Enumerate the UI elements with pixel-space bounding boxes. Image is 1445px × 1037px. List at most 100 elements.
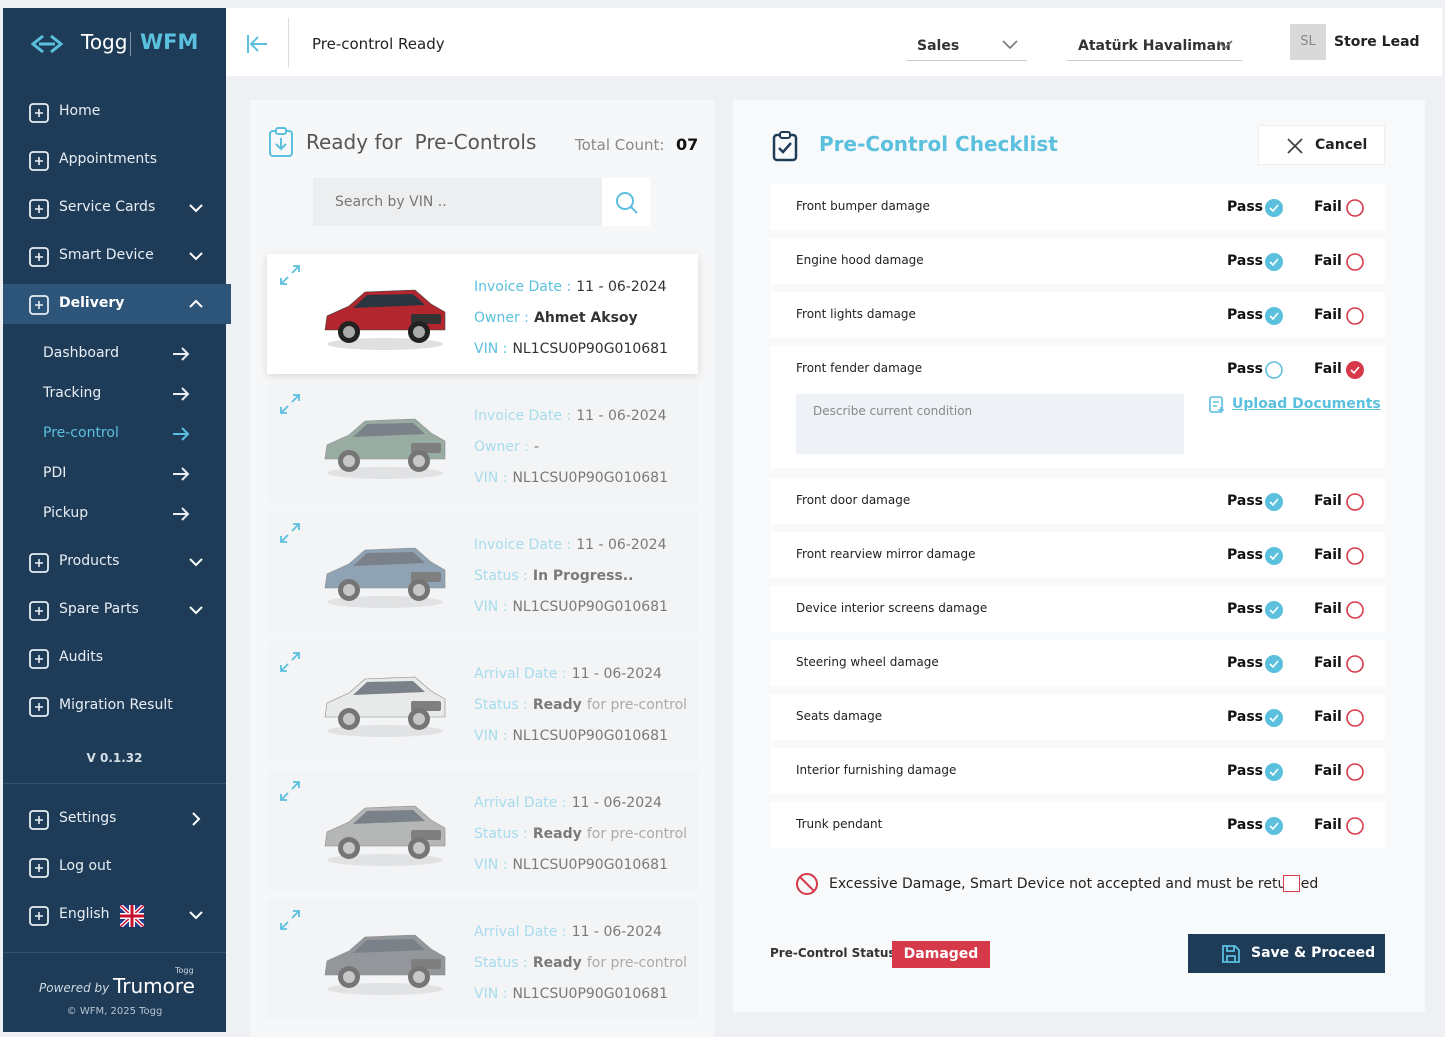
card-row: VIN : NL1CSU0P90G010681: [474, 854, 668, 873]
card-value: 11 - 06-2024: [576, 279, 667, 295]
excessive-checkbox[interactable]: [1283, 875, 1300, 892]
pass-radio[interactable]: [1264, 654, 1284, 674]
checklist-row: Front door damage Pass Fail: [770, 478, 1385, 524]
pass-radio[interactable]: [1264, 198, 1284, 218]
vehicle-card[interactable]: Arrival Date : 11 - 06-2024 Status : Read…: [267, 899, 698, 1019]
condition-input[interactable]: Describe current condition: [796, 394, 1184, 454]
fail-radio[interactable]: [1345, 198, 1365, 218]
card-label: Owner :: [474, 310, 529, 326]
card-label: VIN :: [474, 599, 508, 615]
card-value: Ready: [532, 826, 582, 842]
menu-label[interactable]: Settings: [59, 810, 117, 826]
search-button[interactable]: [602, 178, 650, 226]
card-value: NL1CSU0P90G010681: [512, 599, 668, 615]
item-label: Steering wheel damage: [796, 655, 939, 669]
item-label: Front lights damage: [796, 307, 916, 321]
card-row: Arrival Date : 11 - 06-2024: [474, 792, 662, 811]
pass-radio[interactable]: [1264, 816, 1284, 836]
menu-icon: [29, 103, 49, 123]
menu-label[interactable]: Service Cards: [59, 199, 156, 215]
save-button[interactable]: Save & Proceed: [1188, 934, 1385, 973]
menu-label[interactable]: Audits: [59, 649, 104, 665]
dropdown[interactable]: Atatürk Havalimanı: [1067, 28, 1242, 61]
fail-radio[interactable]: [1345, 360, 1365, 380]
item-label: Front rearview mirror damage: [796, 547, 976, 561]
pass-radio[interactable]: [1264, 600, 1284, 620]
menu-label[interactable]: Spare Parts: [59, 601, 139, 617]
dropdown[interactable]: Sales: [906, 28, 1027, 61]
fail-radio[interactable]: [1345, 654, 1365, 674]
menu-label[interactable]: English: [59, 906, 110, 922]
expand-icon: [280, 781, 300, 801]
card-label: Arrival Date :: [474, 666, 567, 682]
cancel-button[interactable]: Cancel: [1258, 125, 1385, 165]
menu-label[interactable]: Migration Result: [59, 697, 173, 713]
brand-product: WFM: [140, 30, 199, 54]
avatar: SL: [1290, 24, 1326, 60]
pass-radio[interactable]: [1264, 492, 1284, 512]
pass-radio[interactable]: [1264, 708, 1284, 728]
checklist-row: Front rearview mirror damage Pass Fail: [770, 532, 1385, 578]
card-row: Invoice Date : 11 - 06-2024: [474, 534, 667, 553]
card-value: NL1CSU0P90G010681: [512, 470, 668, 486]
menu-label[interactable]: Appointments: [59, 151, 158, 167]
fail-label: Fail: [1314, 655, 1342, 671]
vehicle-card[interactable]: Invoice Date : 11 - 06-2024 Owner : Ahmet…: [267, 254, 698, 374]
user-name[interactable]: Store Lead: [1334, 34, 1420, 50]
pass-radio[interactable]: [1264, 360, 1284, 380]
card-value: In Progress..: [532, 568, 634, 584]
chevron: [1002, 40, 1018, 50]
vehicle-card[interactable]: Invoice Date : 11 - 06-2024 Status : In P…: [267, 512, 698, 632]
checklist-row: Front fender damage Pass Fail Describe curr…: [770, 346, 1385, 468]
item-label: Front door damage: [796, 493, 911, 507]
menu-label[interactable]: Smart Device: [59, 247, 154, 263]
dropdown-label: Sales: [917, 38, 960, 54]
checklist-row: Interior furnishing damage Pass Fail: [770, 748, 1385, 794]
status-label: Pre-Control Status:: [770, 946, 901, 960]
card-row: Status : In Progress..: [474, 565, 633, 584]
fail-radio[interactable]: [1345, 708, 1365, 728]
upload-icon: [1209, 396, 1224, 413]
fail-radio[interactable]: [1345, 492, 1365, 512]
chevron: [189, 252, 203, 261]
menu-icon: [29, 697, 49, 717]
search-input[interactable]: Search by VIN ..: [313, 178, 603, 226]
fail-radio[interactable]: [1345, 546, 1365, 566]
pass-radio[interactable]: [1264, 546, 1284, 566]
page-title: Pre-control Ready: [312, 35, 445, 53]
submenu-label[interactable]: PDI: [43, 465, 67, 481]
count-label: Total Count:: [575, 136, 665, 154]
divider: [288, 18, 289, 68]
collapse-button[interactable]: [246, 34, 270, 54]
pass-radio[interactable]: [1264, 252, 1284, 272]
vehicle-card[interactable]: Invoice Date : 11 - 06-2024 Owner : - VIN …: [267, 383, 698, 503]
menu-label[interactable]: Home: [59, 103, 101, 119]
submenu-label[interactable]: Pickup: [43, 505, 89, 521]
card-label: Owner :: [474, 439, 529, 455]
arrow-icon: [173, 347, 190, 361]
menu-label[interactable]: Log out: [59, 858, 112, 874]
submenu-label[interactable]: Tracking: [43, 385, 102, 401]
pass-radio[interactable]: [1264, 306, 1284, 326]
menu-label[interactable]: Products: [59, 553, 120, 569]
checklist-row: Seats damage Pass Fail: [770, 694, 1385, 740]
vehicle-card[interactable]: Arrival Date : 11 - 06-2024 Status : Read…: [267, 770, 698, 890]
pass-label: Pass: [1227, 199, 1263, 215]
upload-link[interactable]: Upload Documents: [1232, 396, 1381, 412]
pass-radio[interactable]: [1264, 762, 1284, 782]
fail-radio[interactable]: [1345, 600, 1365, 620]
fail-radio[interactable]: [1345, 306, 1365, 326]
vehicle-card[interactable]: Arrival Date : 11 - 06-2024 Status : Read…: [267, 641, 698, 761]
card-row: Owner : Ahmet Aksoy: [474, 307, 638, 326]
menu-label[interactable]: Delivery: [59, 295, 125, 311]
card-label: VIN :: [474, 341, 508, 357]
submenu-label[interactable]: Pre-control: [43, 425, 119, 441]
submenu-label[interactable]: Dashboard: [43, 345, 119, 361]
search-icon: [616, 192, 638, 214]
divider: [3, 783, 226, 784]
card-value-suffix: for pre-control: [586, 955, 688, 971]
fail-radio[interactable]: [1345, 762, 1365, 782]
fail-radio[interactable]: [1345, 816, 1365, 836]
fail-radio[interactable]: [1345, 252, 1365, 272]
